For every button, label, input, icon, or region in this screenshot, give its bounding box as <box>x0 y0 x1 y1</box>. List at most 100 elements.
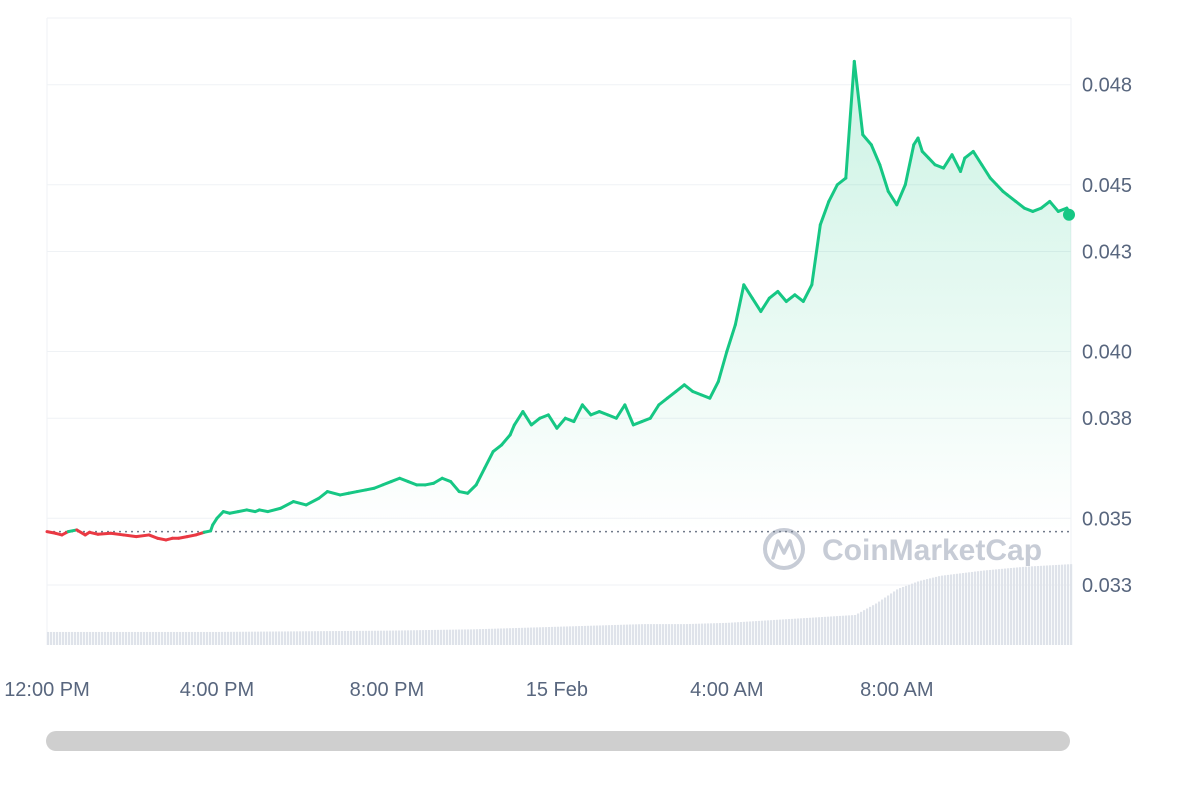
volume-bar <box>773 619 776 645</box>
price-segment <box>491 443 504 454</box>
volume-bar <box>1010 568 1013 645</box>
volume-bar <box>458 629 461 645</box>
timeline-scrollbar[interactable] <box>46 731 1070 751</box>
volume-bar <box>1013 567 1016 645</box>
volume-bar <box>413 630 416 645</box>
price-segment <box>980 163 992 180</box>
volume-bar <box>902 586 905 645</box>
price-segment <box>325 490 342 497</box>
volume-bar <box>620 624 623 645</box>
price-segment <box>878 163 890 193</box>
volume-bar <box>1052 565 1055 645</box>
volume-bar <box>242 631 245 645</box>
price-segment <box>508 423 516 437</box>
volume-bar <box>713 623 716 645</box>
x-axis: 12:00 PM 4:00 PM 8:00 PM 15 Feb 4:00 AM 8:00 … <box>4 679 933 701</box>
volume-bar <box>368 630 371 645</box>
volume-bar <box>1022 566 1025 645</box>
volume-bar <box>179 631 182 645</box>
volume-bar <box>353 630 356 645</box>
volume-bar <box>293 631 296 645</box>
volume-bar <box>803 618 806 645</box>
volume-bar <box>302 631 305 645</box>
volume-bar <box>674 624 677 645</box>
volume-bar <box>374 630 377 645</box>
volume-bar <box>344 630 347 645</box>
price-segment <box>648 403 661 420</box>
volume-bar <box>161 631 164 645</box>
volume-bar <box>266 631 269 645</box>
volume-bar <box>323 631 326 645</box>
volume-bar <box>815 617 818 645</box>
volume-bar <box>173 631 176 645</box>
price-segment <box>546 413 559 430</box>
volume-bar <box>584 625 587 645</box>
volume-bar <box>932 577 935 645</box>
volume-bar <box>845 615 848 645</box>
volume-bar <box>272 631 275 645</box>
volume-bar <box>767 620 770 645</box>
volume-bar <box>143 631 146 645</box>
price-line <box>45 59 1075 542</box>
watermark-text: CoinMarketCap <box>822 534 1042 567</box>
volume-bar <box>638 624 641 645</box>
volume-bar <box>581 625 584 645</box>
volume-bar <box>164 631 167 645</box>
volume-bar <box>839 615 842 645</box>
volume-bar <box>1040 565 1043 645</box>
volume-bar <box>437 629 440 645</box>
volume-bar <box>1043 565 1046 645</box>
volume-bar <box>722 622 725 645</box>
volume-bar <box>986 570 989 645</box>
volume-bar <box>86 631 89 645</box>
volume-bar <box>704 623 707 645</box>
volume-bar <box>923 579 926 645</box>
price-segment <box>381 480 393 487</box>
volume-bar <box>659 624 662 645</box>
volume-bar <box>698 623 701 645</box>
volume-bar <box>809 617 812 645</box>
volume-bar <box>263 631 266 645</box>
price-segment <box>1022 206 1035 213</box>
volume-bar <box>383 630 386 645</box>
price-segment <box>398 476 410 484</box>
volume-bar <box>206 631 209 645</box>
volume-bar <box>158 631 161 645</box>
volume-bar <box>209 631 212 645</box>
volume-bar <box>992 569 995 645</box>
volume-bar <box>338 631 341 645</box>
volume-bar <box>626 624 629 645</box>
volume-bar <box>836 616 839 645</box>
volume-bar <box>83 631 86 645</box>
volume-bar <box>524 627 527 645</box>
price-segment <box>580 403 593 417</box>
volume-bar <box>467 629 470 645</box>
volume-bar <box>1007 568 1010 645</box>
volume-bar <box>260 631 263 645</box>
volume-bar <box>197 631 200 645</box>
price-segment <box>916 136 924 153</box>
volume-bar <box>578 626 581 645</box>
volume-bar <box>269 631 272 645</box>
volume-bar <box>71 631 74 645</box>
volume-bar <box>539 627 542 645</box>
volume-bar <box>821 617 824 645</box>
volume-bar <box>938 576 941 645</box>
volume-bar <box>194 631 197 645</box>
volume-bar <box>230 631 233 645</box>
volume-bar <box>305 631 308 645</box>
volume-bar <box>203 631 206 645</box>
volume-bar <box>371 630 374 645</box>
price-segment <box>665 390 678 400</box>
volume-bar <box>422 630 425 645</box>
volume-bar <box>440 629 443 645</box>
x-tick-label: 8:00 PM <box>350 679 424 701</box>
price-segment <box>759 296 771 313</box>
volume-bar <box>557 626 560 645</box>
volume-bar <box>1067 564 1070 645</box>
volume-bar <box>662 624 665 645</box>
volume-bar <box>170 631 173 645</box>
price-segment <box>500 433 512 447</box>
volume-bar <box>944 575 947 645</box>
